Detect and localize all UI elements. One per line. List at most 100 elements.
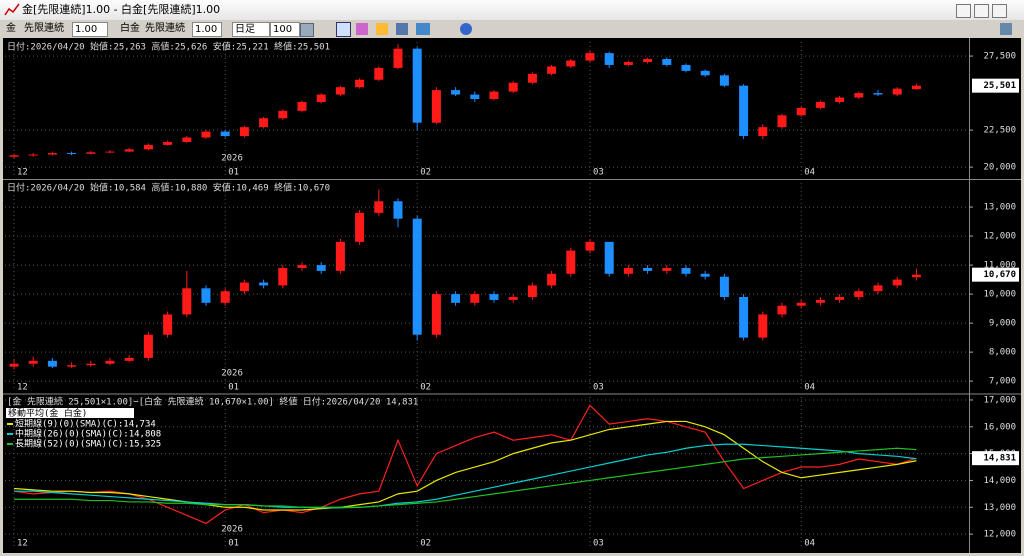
candle-body	[719, 276, 729, 298]
candle-body	[854, 291, 864, 298]
candle-body	[220, 131, 230, 137]
candle-body	[374, 67, 384, 80]
x-tick-label: 12	[17, 168, 28, 178]
y-tick-label: 17,000	[983, 395, 1016, 405]
candle-body	[566, 250, 576, 274]
candle-body	[182, 288, 192, 315]
candle-body	[316, 94, 326, 102]
candle-body	[105, 360, 115, 364]
ohlc-info: 日付:2026/04/20 始値:10,584 高値:10,880 安値:10,…	[7, 182, 330, 194]
erase-tool[interactable]	[396, 23, 408, 35]
y-tick-label: 16,000	[983, 422, 1016, 432]
candle-body	[220, 291, 230, 303]
legend-label: 短期線(9)(0)(SMA)(C):14,734	[15, 418, 156, 430]
candle-body	[431, 294, 441, 335]
cursor-tool[interactable]	[336, 22, 351, 37]
maximize-button[interactable]	[974, 4, 989, 18]
indicator-tool[interactable]	[416, 23, 430, 35]
count-input[interactable]: 100	[270, 22, 300, 37]
candle-body	[873, 285, 883, 292]
candle-body	[297, 101, 307, 111]
x-tick-label: 12	[17, 539, 28, 549]
candle-body	[374, 201, 384, 213]
last-price-label: 14,831	[983, 454, 1016, 464]
title-bar: 金[先限連続]1.00 - 白金[先限連続]1.00	[0, 0, 1024, 20]
last-price-label: 25,501	[983, 81, 1016, 91]
candle-body	[9, 155, 19, 157]
y-tick-label: 14,000	[983, 476, 1016, 486]
candle-body	[239, 127, 249, 137]
candle-body	[585, 53, 595, 61]
x-tick-label: 02	[420, 168, 431, 178]
candle-body	[854, 93, 864, 98]
x-tick-label: 02	[420, 383, 431, 393]
candle-body	[911, 85, 921, 90]
series-line	[13, 420, 917, 511]
chart-background	[3, 38, 1021, 553]
candle-body	[547, 66, 557, 74]
draw-tool[interactable]	[356, 23, 368, 35]
last-price-box	[972, 451, 1019, 466]
y-tick-label: 9,000	[989, 319, 1016, 329]
series-line	[14, 447, 917, 508]
tool-button[interactable]	[300, 23, 314, 37]
candle-body	[662, 59, 672, 65]
candle-body	[777, 115, 787, 128]
mult1-input[interactable]: 1.00	[72, 22, 108, 37]
legend-label: 中期線(26)(0)(SMA)(C):14,808	[15, 428, 161, 440]
item1-label: 金	[6, 23, 16, 34]
x-tick-label: 03	[593, 168, 604, 178]
candle-body	[604, 241, 614, 274]
x-tick-label: 01	[228, 383, 239, 393]
x-tick-label: 12	[17, 383, 28, 393]
year-label: 2026	[221, 154, 243, 164]
candle-body	[201, 288, 211, 303]
contract1-label: 先限連続	[24, 23, 64, 34]
minimize-button[interactable]	[956, 4, 971, 18]
y-tick-label: 10,000	[983, 290, 1016, 300]
y-tick-label: 13,000	[983, 503, 1016, 513]
candle-body	[412, 48, 422, 123]
refresh-tool[interactable]	[460, 23, 472, 35]
x-tick-label: 04	[804, 539, 815, 549]
candle-body	[508, 297, 518, 300]
candle-body	[566, 60, 576, 67]
candle-body	[124, 357, 134, 361]
candle-body	[412, 218, 422, 335]
candle-body	[355, 212, 365, 242]
candle-body	[547, 273, 557, 286]
y-tick-label: 22,500	[983, 126, 1016, 136]
candle-body	[777, 305, 787, 315]
y-tick-label: 12,000	[983, 530, 1016, 540]
candle-body	[297, 265, 307, 268]
candle-body	[796, 107, 806, 116]
search-tool[interactable]	[1000, 23, 1012, 35]
candle-body	[143, 144, 153, 150]
candle-body	[643, 267, 653, 271]
last-price-label: 10,670	[983, 270, 1016, 280]
candle-body	[835, 297, 845, 300]
candle-body	[163, 314, 173, 335]
candle-body	[355, 79, 365, 88]
candle-body	[815, 299, 825, 303]
candle-body	[278, 267, 288, 286]
mult2-input[interactable]: 1.00	[192, 22, 222, 37]
candle-body	[700, 273, 710, 277]
candle-body	[124, 149, 134, 152]
close-button[interactable]	[992, 4, 1007, 18]
candle-body	[758, 127, 768, 137]
candle-body	[67, 365, 77, 367]
ohlc-info: 日付:2026/04/20 始値:25,263 高値:25,626 安値:25,…	[7, 41, 330, 53]
last-price-box	[972, 267, 1019, 282]
candle-body	[719, 75, 729, 86]
period-select[interactable]: 日足	[232, 22, 270, 37]
legend-header	[6, 408, 134, 418]
candle-body	[67, 153, 77, 155]
pen-tool[interactable]	[376, 23, 388, 35]
app-icon	[4, 3, 20, 16]
candle-body	[643, 59, 653, 62]
candle-body	[393, 201, 403, 219]
candle-body	[489, 294, 499, 300]
series-line	[13, 404, 917, 525]
